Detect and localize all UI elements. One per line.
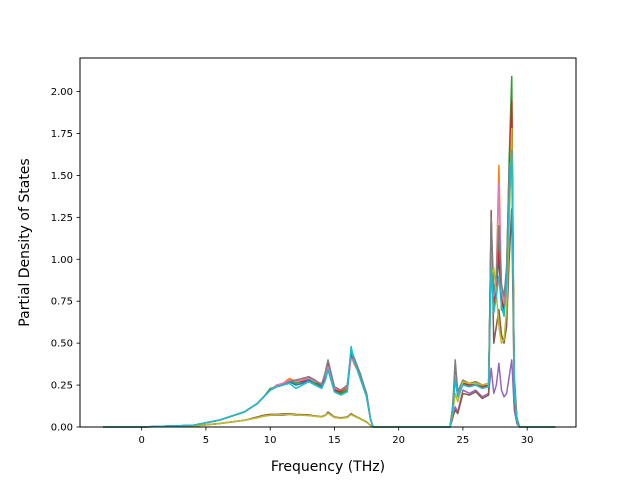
y-tick-label: 1.50	[51, 171, 73, 182]
x-tick-label: 25	[457, 435, 470, 446]
series-line-9	[103, 127, 556, 428]
x-tick-label: 10	[264, 435, 277, 446]
y-tick-label: 1.75	[51, 129, 73, 140]
plot-frame	[79, 57, 577, 428]
x-tick-label: 15	[328, 435, 341, 446]
x-axis-ticks: 0 5 10 15 20 25 30	[138, 427, 534, 446]
y-tick-label: 0.00	[51, 423, 73, 434]
series-line-2	[103, 124, 556, 428]
x-tick-label: 5	[203, 435, 209, 446]
x-tick-label: 0	[138, 435, 144, 446]
y-tick-label: 0.25	[51, 381, 73, 392]
y-tick-label: 2.00	[51, 87, 73, 98]
y-axis-ticks: 0.00 0.25 0.50 0.75 1.00 1.25 1.50 1.75 2.00	[51, 87, 80, 434]
series-line-4	[103, 99, 556, 428]
x-tick-label: 30	[521, 435, 534, 446]
x-tick-label: 20	[392, 435, 405, 446]
y-tick-label: 0.50	[51, 339, 73, 350]
series-line-10	[103, 149, 556, 428]
y-axis-title: Partial Density of States	[17, 158, 33, 326]
x-axis-title: Frequency (THz)	[271, 459, 385, 475]
y-tick-label: 0.75	[51, 297, 73, 308]
y-tick-label: 1.25	[51, 213, 73, 224]
series-layer	[103, 75, 556, 428]
y-tick-label: 1.00	[51, 255, 73, 266]
